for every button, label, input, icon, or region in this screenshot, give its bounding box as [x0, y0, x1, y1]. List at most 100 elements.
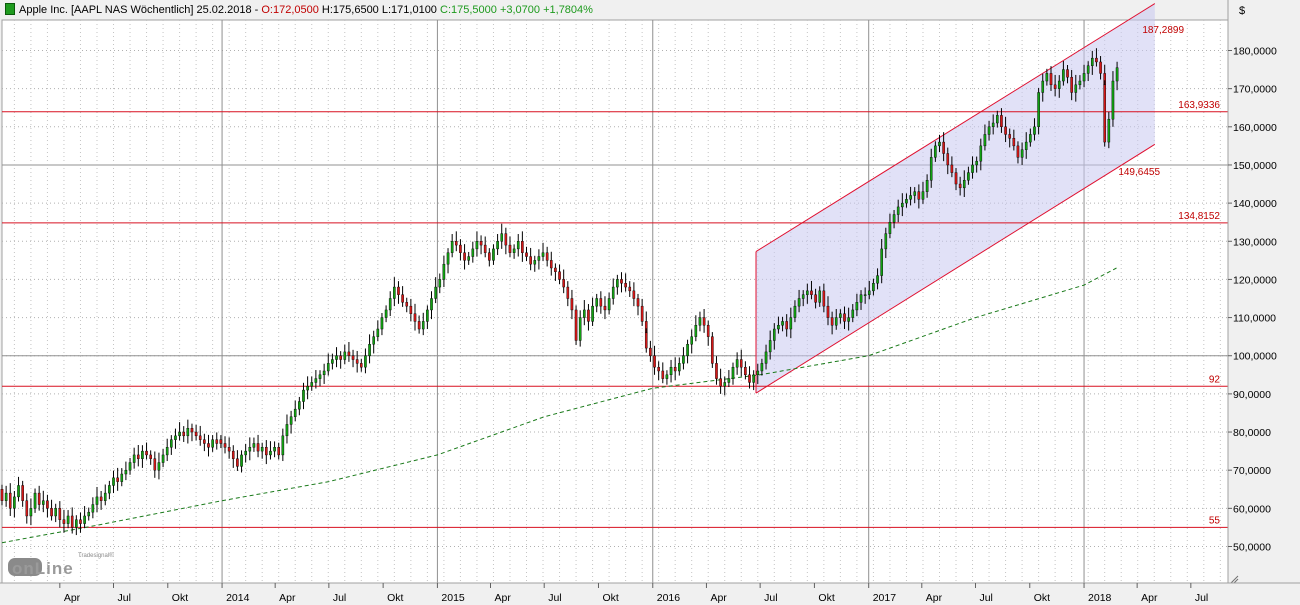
candle-body — [492, 248, 495, 261]
candle-body — [91, 504, 95, 513]
candle — [364, 348, 367, 374]
candle-body — [562, 279, 565, 288]
candle — [149, 450, 152, 465]
candle-body — [818, 290, 822, 303]
candle — [1057, 75, 1061, 98]
candle — [1037, 87, 1040, 135]
candle-body — [277, 447, 281, 456]
candle — [252, 437, 256, 452]
candle-body — [880, 248, 883, 276]
candle-body — [1099, 61, 1102, 74]
y-tick-label: 160,0000 — [1233, 122, 1277, 134]
candle — [186, 419, 190, 444]
candle — [240, 450, 243, 473]
candle — [54, 503, 57, 523]
candle — [13, 490, 16, 518]
candle-body — [500, 233, 504, 242]
candle-body — [1012, 138, 1016, 147]
candle — [397, 281, 400, 304]
candle-body — [37, 492, 41, 505]
x-tick-label: Jul — [764, 592, 777, 604]
level-label: 92 — [1209, 374, 1221, 385]
candle — [698, 311, 702, 332]
horizontal-lines: 163,9336 134,8152 92 55 — [2, 100, 1228, 528]
tradesignal-online-logo: Tradesignal® onLine — [8, 549, 118, 584]
candle-body — [318, 374, 322, 379]
resize-grip-icon — [1233, 578, 1239, 584]
candle — [851, 304, 855, 323]
candle — [339, 351, 342, 369]
candle-body — [178, 431, 181, 437]
candle — [405, 297, 409, 313]
candle — [789, 307, 793, 339]
candle — [574, 305, 578, 346]
candle — [132, 447, 136, 469]
candle — [1103, 80, 1106, 147]
candle-body — [83, 515, 86, 524]
candle — [4, 485, 8, 507]
candle — [896, 199, 900, 223]
candle — [967, 166, 970, 185]
candle-body — [892, 214, 896, 223]
candle — [190, 423, 194, 442]
candle — [170, 435, 173, 455]
candle-body — [855, 302, 859, 311]
candle — [314, 370, 318, 389]
candle-body — [640, 305, 644, 322]
candle — [25, 493, 29, 524]
candle-body — [996, 115, 999, 124]
candle-body — [1053, 84, 1057, 89]
candle-body — [983, 134, 987, 147]
candle-body — [372, 336, 375, 345]
candle — [1053, 74, 1057, 97]
candle-body — [905, 199, 908, 204]
candle — [1016, 141, 1020, 164]
candle-body — [876, 275, 879, 284]
candle-body — [388, 298, 392, 311]
candle-body — [760, 363, 764, 372]
candle — [265, 440, 268, 465]
candle-body — [599, 298, 603, 307]
candle-body — [376, 328, 380, 337]
y-tick-label: 70,0000 — [1233, 465, 1271, 477]
candle-body — [665, 374, 669, 379]
candle — [950, 156, 954, 178]
candle-body — [744, 366, 747, 376]
candle-body — [438, 279, 442, 288]
candle-body — [186, 428, 190, 437]
candle-body — [265, 447, 268, 456]
candle — [901, 193, 904, 217]
candle-body — [355, 359, 359, 364]
candle-body — [706, 325, 710, 337]
y-tick-label: 60,0000 — [1233, 503, 1271, 515]
candle — [260, 442, 264, 459]
y-tick-label: 150,0000 — [1233, 160, 1277, 172]
candle — [876, 268, 879, 290]
candle — [673, 357, 677, 381]
candle — [867, 280, 871, 300]
candle — [847, 307, 850, 331]
candle — [830, 311, 834, 335]
candle-body — [326, 363, 330, 372]
candle — [748, 366, 751, 389]
candle — [326, 353, 330, 376]
candle-body — [302, 389, 305, 402]
candle — [587, 304, 590, 331]
candle — [599, 291, 603, 314]
candle-body — [384, 309, 388, 318]
y-tick-label: 130,0000 — [1233, 236, 1277, 248]
y-axis-background — [1228, 20, 1300, 583]
candle-body — [975, 160, 978, 166]
candle — [1004, 116, 1007, 143]
candle — [772, 323, 776, 350]
candle-body — [508, 244, 512, 253]
instrument-indicator-icon — [5, 3, 15, 15]
candle-body — [690, 336, 693, 345]
candle — [657, 361, 660, 381]
candle — [616, 274, 619, 295]
candle — [806, 283, 809, 304]
candle-body — [343, 351, 347, 360]
candle-body — [603, 305, 607, 311]
candle-body — [834, 317, 838, 326]
